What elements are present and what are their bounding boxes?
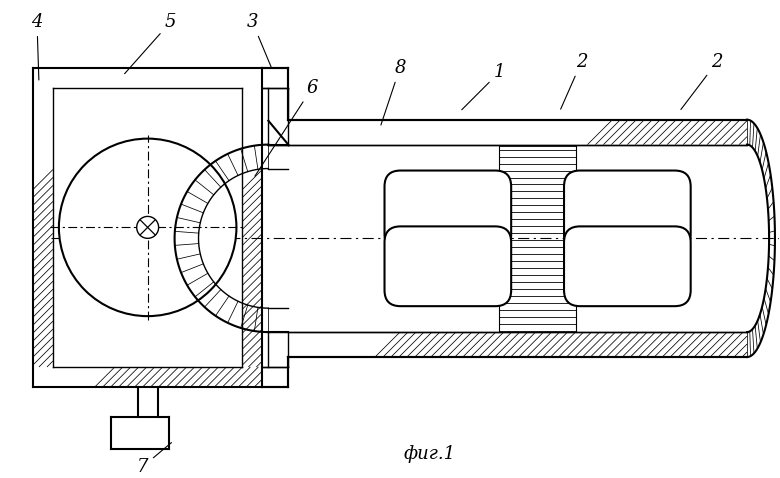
Circle shape [59, 139, 236, 316]
Circle shape [136, 217, 158, 239]
Text: 6: 6 [255, 79, 318, 176]
FancyBboxPatch shape [564, 171, 690, 250]
FancyBboxPatch shape [564, 227, 690, 306]
FancyBboxPatch shape [385, 227, 511, 306]
Text: 5: 5 [125, 13, 176, 74]
Text: 8: 8 [381, 59, 406, 125]
Text: 2: 2 [681, 53, 723, 109]
Text: 3: 3 [246, 13, 271, 67]
FancyBboxPatch shape [385, 171, 511, 250]
Text: фиг.1: фиг.1 [404, 445, 456, 463]
Text: 7: 7 [137, 443, 172, 476]
Text: 2: 2 [561, 53, 587, 109]
Text: 1: 1 [462, 63, 505, 110]
Text: 4: 4 [31, 13, 43, 80]
